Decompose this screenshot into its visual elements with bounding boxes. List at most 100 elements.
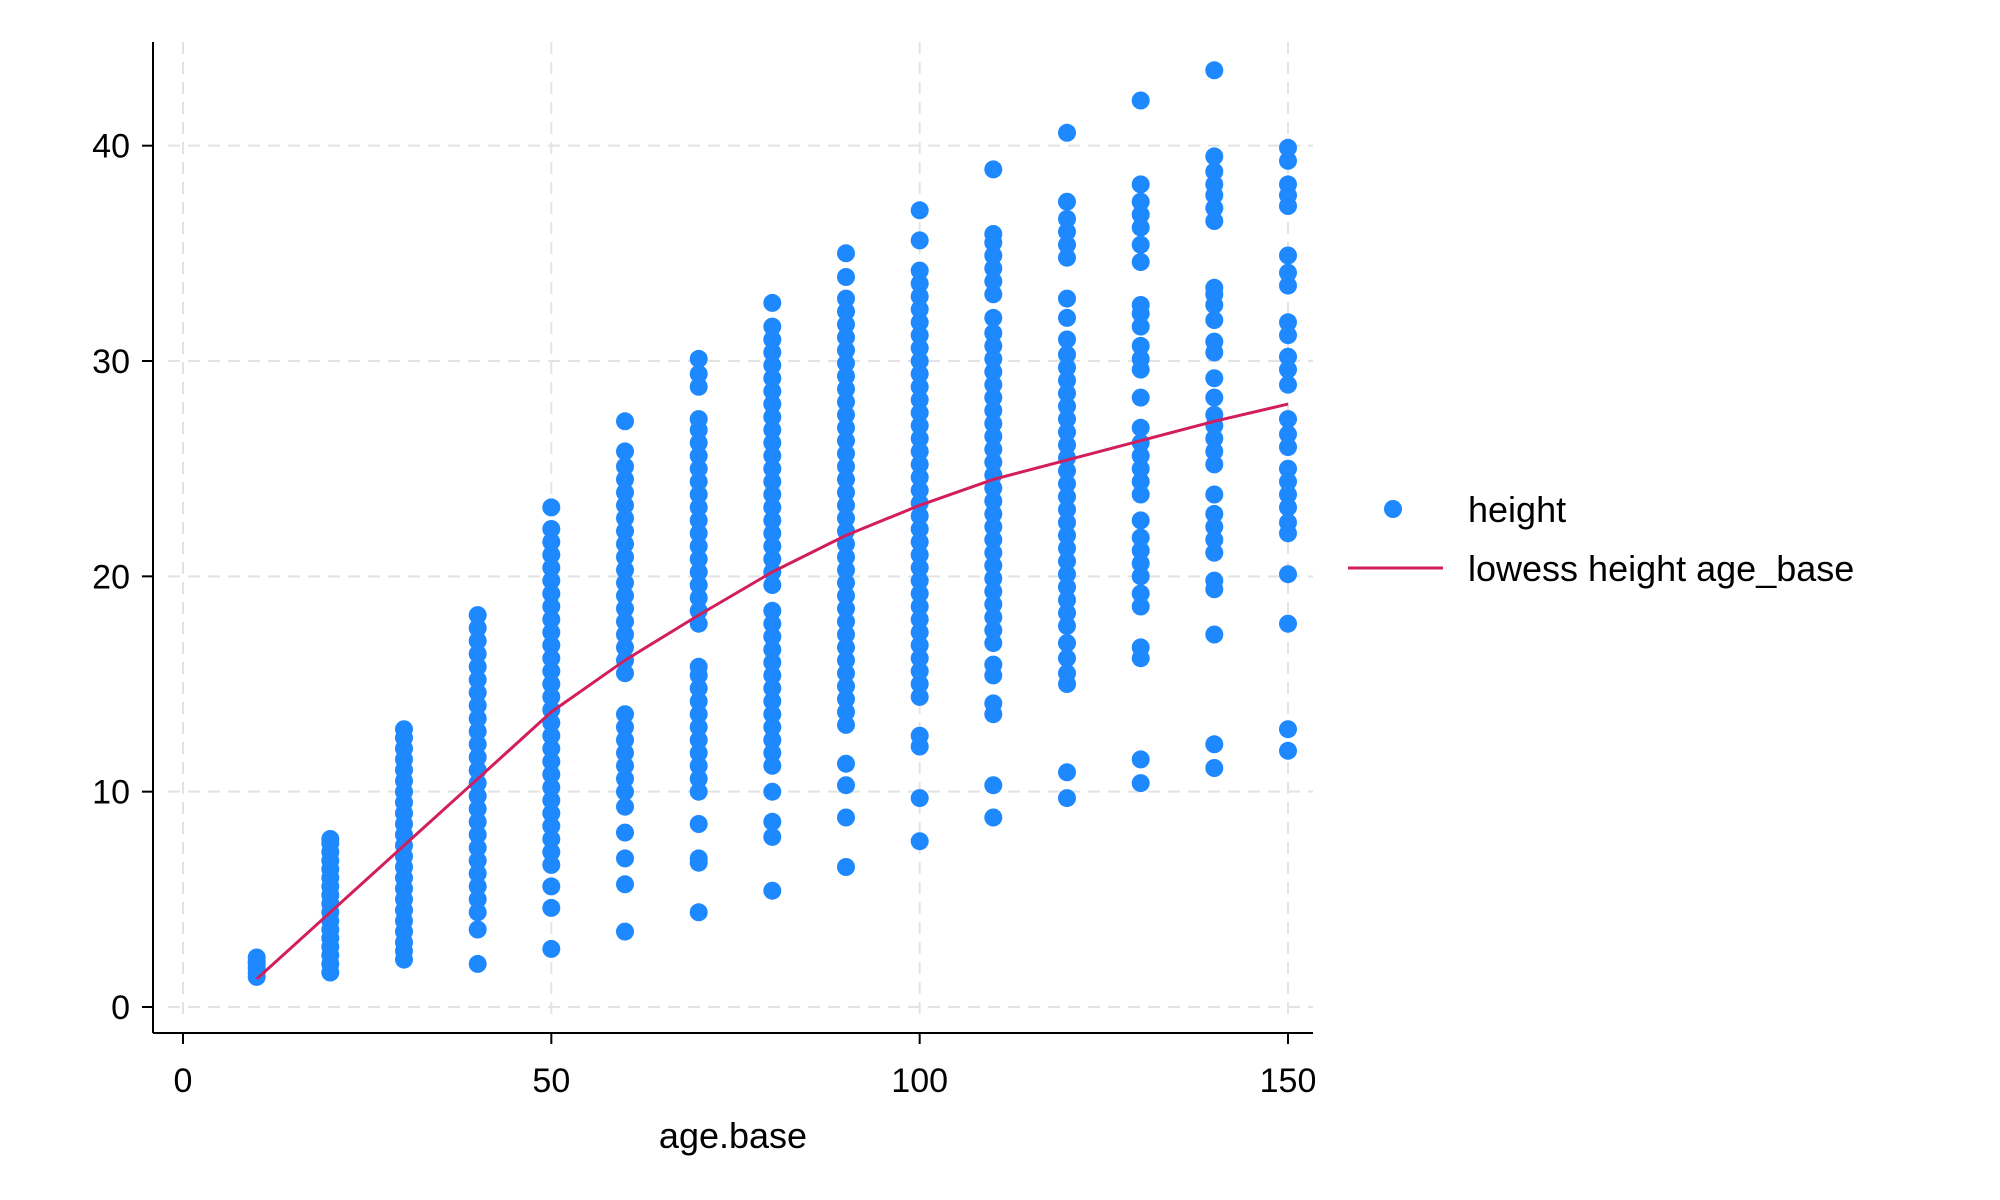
- scatter-point: [616, 769, 634, 788]
- scatter-point: [984, 776, 1003, 795]
- scatter-point: [321, 830, 340, 848]
- scatter-point: [1058, 209, 1076, 228]
- scatter-point: [910, 726, 929, 745]
- scatter-point: [1205, 311, 1224, 330]
- scatter-point: [910, 274, 929, 293]
- scatter-point: [910, 390, 929, 409]
- scatter-point: [542, 726, 561, 745]
- scatter-point: [616, 705, 634, 724]
- scatter-point: [910, 364, 929, 383]
- scatter-point: [1131, 554, 1150, 573]
- scatter-point: [689, 511, 708, 530]
- scatter-point: [1205, 625, 1224, 644]
- scatter-point: [910, 339, 929, 358]
- scatter-point: [1058, 123, 1076, 142]
- scatter-point: [1205, 504, 1224, 523]
- y-tick-label: 30: [92, 343, 130, 381]
- scatter-point: [1279, 472, 1297, 491]
- scatter-point: [910, 558, 929, 577]
- scatter-point: [616, 797, 634, 816]
- scatter-point: [984, 453, 1003, 472]
- scatter-point: [542, 584, 561, 603]
- scatter-point: [616, 875, 634, 894]
- scatter-point: [837, 612, 855, 631]
- scatter-point: [763, 718, 782, 737]
- y-tick-label: 20: [92, 558, 130, 596]
- scatter-point: [616, 625, 634, 644]
- x-tick-label: 150: [1260, 1062, 1317, 1100]
- scatter-point: [984, 440, 1003, 459]
- scatter-point: [1279, 276, 1297, 295]
- scatter-point: [910, 520, 929, 538]
- scatter-point: [616, 664, 634, 683]
- scatter-point: [1131, 296, 1150, 314]
- scatter-point: [1131, 349, 1150, 368]
- scatter-point: [837, 444, 855, 463]
- scatter-point: [837, 244, 855, 263]
- scatter-point: [763, 782, 782, 801]
- scatter-point: [984, 655, 1003, 674]
- scatter-point: [984, 388, 1003, 407]
- scatter-point: [1205, 735, 1224, 754]
- scatter-point: [468, 920, 487, 939]
- scatter-point: [1279, 485, 1297, 504]
- scatter-point: [468, 657, 487, 676]
- scatter-point: [837, 509, 855, 528]
- scatter-point: [837, 548, 855, 566]
- scatter-point: [1279, 246, 1297, 265]
- scatter-point: [763, 408, 782, 426]
- lowess-line-path: [255, 402, 1289, 981]
- scatter-point: [1279, 720, 1297, 739]
- scatter-point: [837, 808, 855, 827]
- scatter-point: [1131, 485, 1150, 504]
- scatter-point: [837, 354, 855, 373]
- scatter-point: [763, 395, 782, 414]
- scatter-point: [1058, 192, 1076, 211]
- scatter-point: [1205, 212, 1224, 230]
- scatter-point: [837, 341, 855, 360]
- scatter-point: [1058, 222, 1076, 241]
- scatter-point: [763, 511, 782, 530]
- scatter-point: [984, 530, 1003, 549]
- scatter-point: [984, 336, 1003, 355]
- x-axis-title: age.base: [659, 1115, 807, 1156]
- scatter-point: [910, 687, 929, 706]
- scatter-point: [1279, 263, 1297, 282]
- scatter-point: [689, 769, 708, 788]
- scatter-point: [689, 756, 708, 775]
- scatter-point: [689, 588, 708, 607]
- scatter-point: [763, 756, 782, 775]
- scatter-point: [837, 703, 855, 721]
- scatter-point: [542, 877, 561, 896]
- scatter-point: [468, 787, 487, 805]
- y-tick-label: 0: [111, 989, 130, 1027]
- scatter-point: [1058, 500, 1076, 519]
- scatter-point: [1058, 649, 1076, 668]
- scatter-point: [837, 522, 855, 541]
- scatter-point: [763, 666, 782, 685]
- scatter-point: [1058, 289, 1076, 308]
- scatter-point: [1131, 446, 1150, 465]
- scatter-point: [763, 330, 782, 349]
- scatter-point: [616, 483, 634, 502]
- scatter-point: [1058, 603, 1076, 622]
- scatter-point: [1131, 91, 1150, 110]
- scatter-point: [689, 459, 708, 478]
- scatter-point: [1131, 175, 1150, 194]
- scatter-point: [689, 903, 708, 922]
- scatter-point: [1058, 330, 1076, 349]
- scatter-point: [689, 731, 708, 749]
- scatter-point: [1131, 218, 1150, 237]
- scatter-point: [910, 675, 929, 693]
- scatter-point: [910, 584, 929, 603]
- scatter-point: [984, 504, 1003, 523]
- scatter-point: [910, 532, 929, 551]
- scatter-point: [837, 457, 855, 476]
- scatter-point: [910, 287, 929, 306]
- scatter-point: [837, 302, 855, 321]
- scatter-point: [542, 545, 561, 564]
- x-tick-label: 100: [891, 1062, 948, 1100]
- scatter-point: [763, 550, 782, 569]
- legend-label-height: height: [1468, 489, 1566, 530]
- scatter-point: [689, 657, 708, 676]
